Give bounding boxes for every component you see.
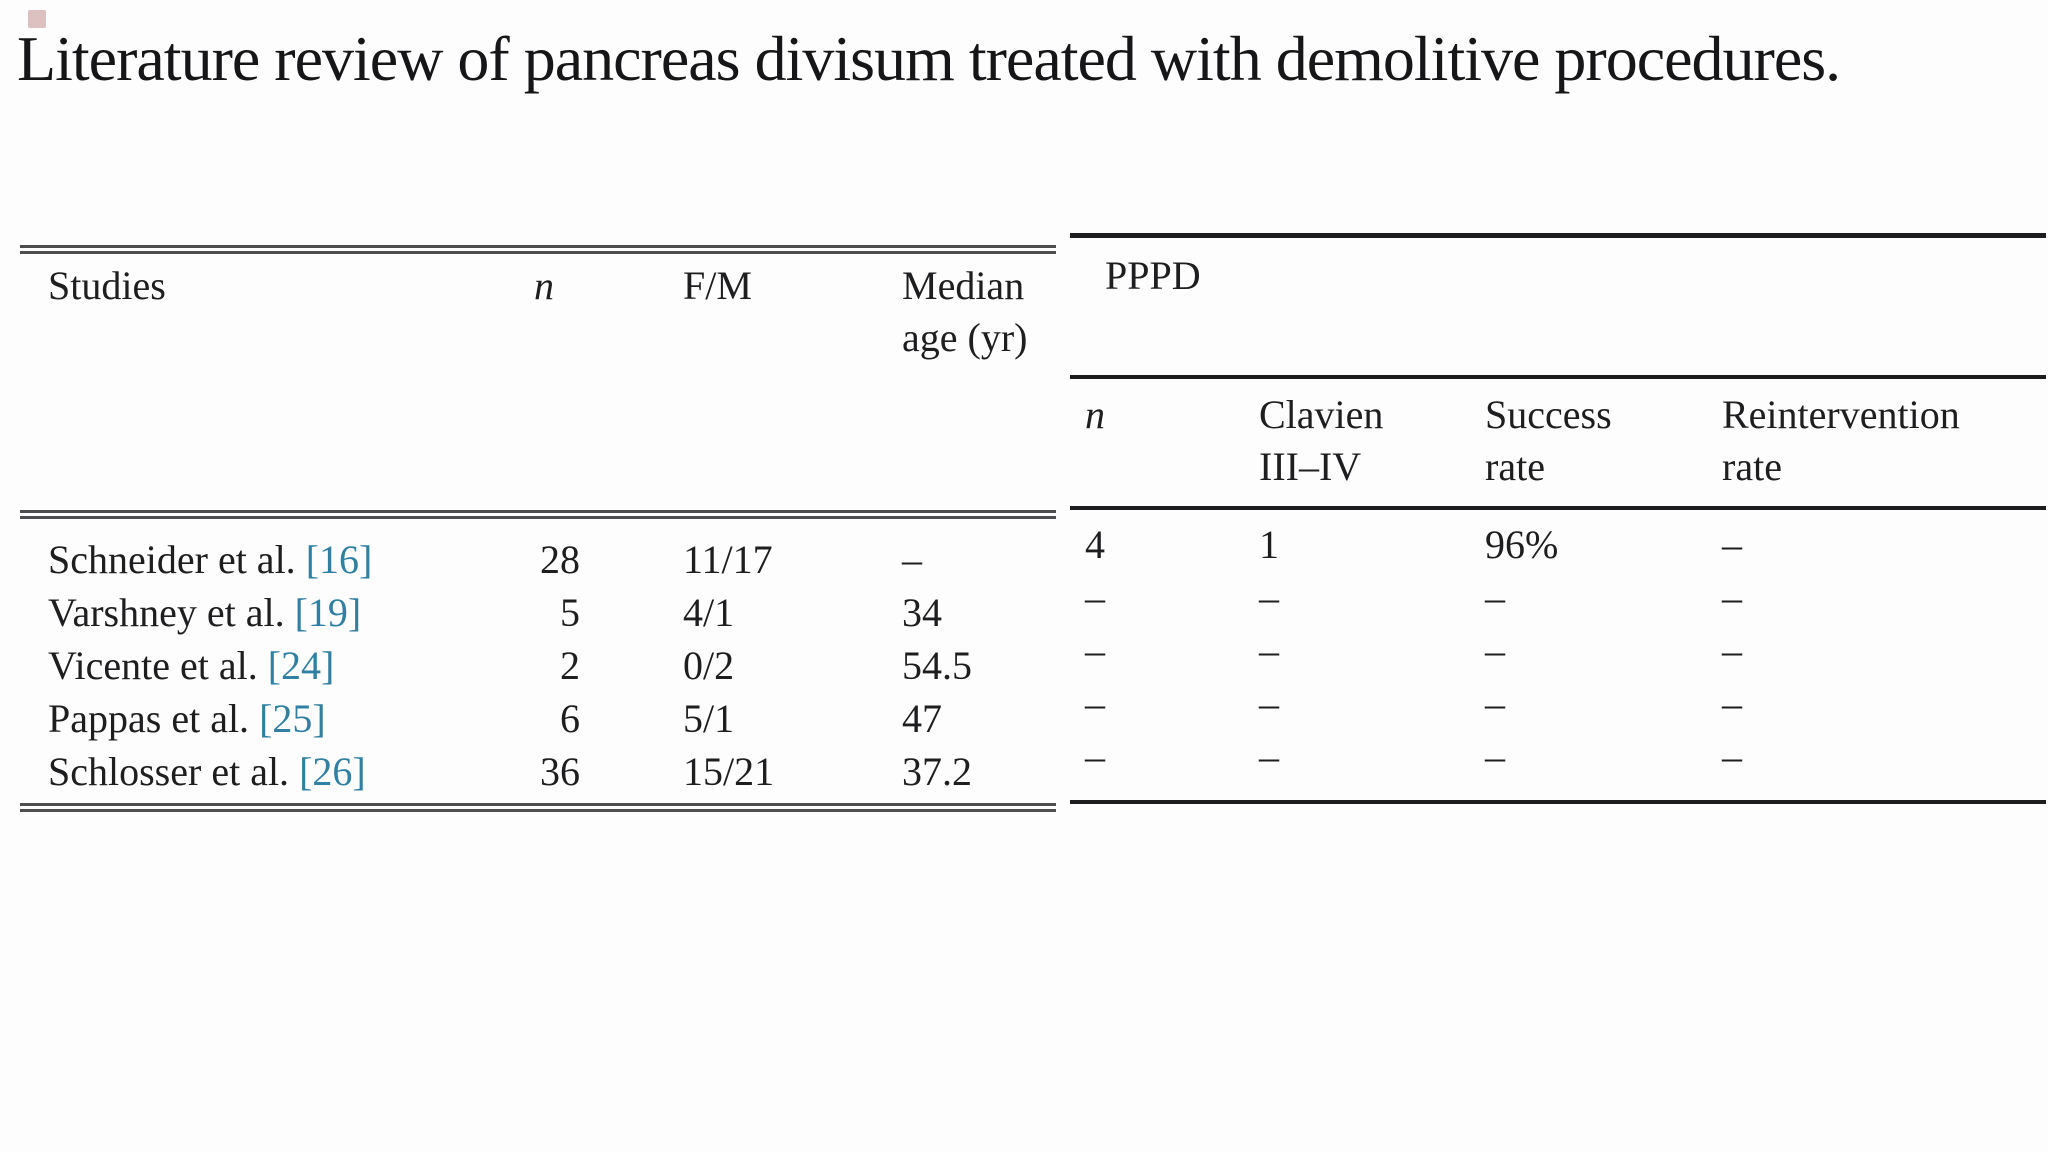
table-row: – – – – bbox=[1070, 571, 2046, 624]
corner-artifact-mark bbox=[28, 10, 46, 28]
fm-cell: 15/21 bbox=[683, 749, 775, 794]
citation-link[interactable]: [16] bbox=[305, 537, 373, 582]
group-header-rule bbox=[1070, 375, 2046, 379]
table-row: Schneider et al. [16] 28 11/17 – bbox=[20, 533, 1056, 586]
n-cell: 5 bbox=[560, 590, 580, 635]
fm-cell: 11/17 bbox=[683, 537, 773, 582]
pppd-table: PPPD n Clavien III–IV Success rate Reint… bbox=[1070, 233, 2046, 804]
n-cell: 28 bbox=[540, 537, 580, 582]
pppd-table-body: 4 1 96% – – – – – – – – – – – – – – – – … bbox=[1070, 510, 2046, 800]
n-cell: 2 bbox=[560, 643, 580, 688]
clavien-cell: – bbox=[1259, 681, 1279, 726]
pppd-group-header: PPPD bbox=[1105, 253, 1201, 298]
reintervention-rate-cell: – bbox=[1722, 734, 1742, 779]
n-cell: – bbox=[1085, 575, 1105, 620]
header-rule bbox=[20, 510, 1056, 519]
fm-cell: 5/1 bbox=[683, 696, 735, 741]
success-rate-cell: – bbox=[1485, 628, 1505, 673]
citation-link[interactable]: [19] bbox=[294, 590, 362, 635]
bottom-rule bbox=[1070, 800, 2046, 804]
citation-link[interactable]: [25] bbox=[259, 696, 326, 741]
column-header-studies: Studies bbox=[48, 263, 166, 308]
reintervention-rate-cell: – bbox=[1722, 628, 1742, 673]
column-header-reintervention-rate: Reintervention rate bbox=[1722, 392, 1960, 489]
study-name-cell: Schlosser et al. [26] bbox=[48, 749, 366, 794]
citation-link[interactable]: [24] bbox=[267, 643, 335, 688]
reintervention-rate-cell: – bbox=[1722, 522, 1742, 567]
study-name-cell: Schneider et al. [16] bbox=[48, 537, 373, 582]
fm-cell: 4/1 bbox=[683, 590, 735, 635]
citation-link[interactable]: [26] bbox=[299, 749, 366, 794]
study-name-cell: Varshney et al. [19] bbox=[48, 590, 362, 635]
table-row: Schlosser et al. [26] 36 15/21 37.2 bbox=[20, 745, 1056, 798]
column-header-clavien: Clavien III–IV bbox=[1259, 392, 1384, 489]
table-row: 4 1 96% – bbox=[1070, 518, 2046, 571]
success-rate-cell: – bbox=[1485, 575, 1505, 620]
n-cell: – bbox=[1085, 628, 1105, 673]
studies-table: Studies n F/M Median age (yr) Schneider … bbox=[20, 245, 1056, 812]
table-caption: Literature review of pancreas divisum tr… bbox=[17, 23, 1841, 94]
clavien-cell: 1 bbox=[1259, 522, 1279, 567]
pppd-subheader: n Clavien III–IV Success rate Reinterven… bbox=[1070, 379, 2046, 506]
success-rate-cell: – bbox=[1485, 681, 1505, 726]
study-name-cell: Vicente et al. [24] bbox=[48, 643, 335, 688]
median-age-cell: 54.5 bbox=[902, 643, 972, 688]
header-rule bbox=[1070, 506, 2046, 510]
table-row: – – – – bbox=[1070, 624, 2046, 677]
clavien-cell: – bbox=[1259, 734, 1279, 779]
median-age-cell: 37.2 bbox=[902, 749, 972, 794]
table-row: Vicente et al. [24] 2 0/2 54.5 bbox=[20, 639, 1056, 692]
reintervention-rate-cell: – bbox=[1722, 681, 1742, 726]
table-row: Pappas et al. [25] 6 5/1 47 bbox=[20, 692, 1056, 745]
median-age-cell: 47 bbox=[902, 696, 942, 741]
median-age-cell: 34 bbox=[902, 590, 942, 635]
table-row: – – – – bbox=[1070, 677, 2046, 730]
clavien-cell: – bbox=[1259, 628, 1279, 673]
table-row: – – – – bbox=[1070, 730, 2046, 783]
top-rule bbox=[20, 245, 1056, 254]
studies-table-body: Schneider et al. [16] 28 11/17 – Varshney… bbox=[20, 519, 1056, 803]
n-cell: 6 bbox=[560, 696, 580, 741]
n-cell: 4 bbox=[1085, 522, 1105, 567]
studies-table-header: Studies n F/M Median age (yr) bbox=[20, 254, 1056, 510]
bottom-rule bbox=[20, 803, 1056, 812]
n-cell: – bbox=[1085, 681, 1105, 726]
reintervention-rate-cell: – bbox=[1722, 575, 1742, 620]
column-header-success-rate: Success rate bbox=[1485, 392, 1612, 489]
success-rate-cell: – bbox=[1485, 734, 1505, 779]
n-cell: 36 bbox=[540, 749, 580, 794]
column-header-fm: F/M bbox=[683, 263, 752, 308]
clavien-cell: – bbox=[1259, 575, 1279, 620]
top-rule bbox=[1070, 233, 2046, 238]
success-rate-cell: 96% bbox=[1485, 522, 1559, 567]
median-age-cell: – bbox=[902, 537, 922, 582]
study-name-cell: Pappas et al. [25] bbox=[48, 696, 326, 741]
column-header-median-age: Median age (yr) bbox=[902, 263, 1028, 360]
fm-cell: 0/2 bbox=[683, 643, 735, 688]
table-row: Varshney et al. [19] 5 4/1 34 bbox=[20, 586, 1056, 639]
n-cell: – bbox=[1085, 734, 1105, 779]
column-header-n: n bbox=[534, 263, 554, 308]
column-header-n: n bbox=[1085, 392, 1105, 437]
